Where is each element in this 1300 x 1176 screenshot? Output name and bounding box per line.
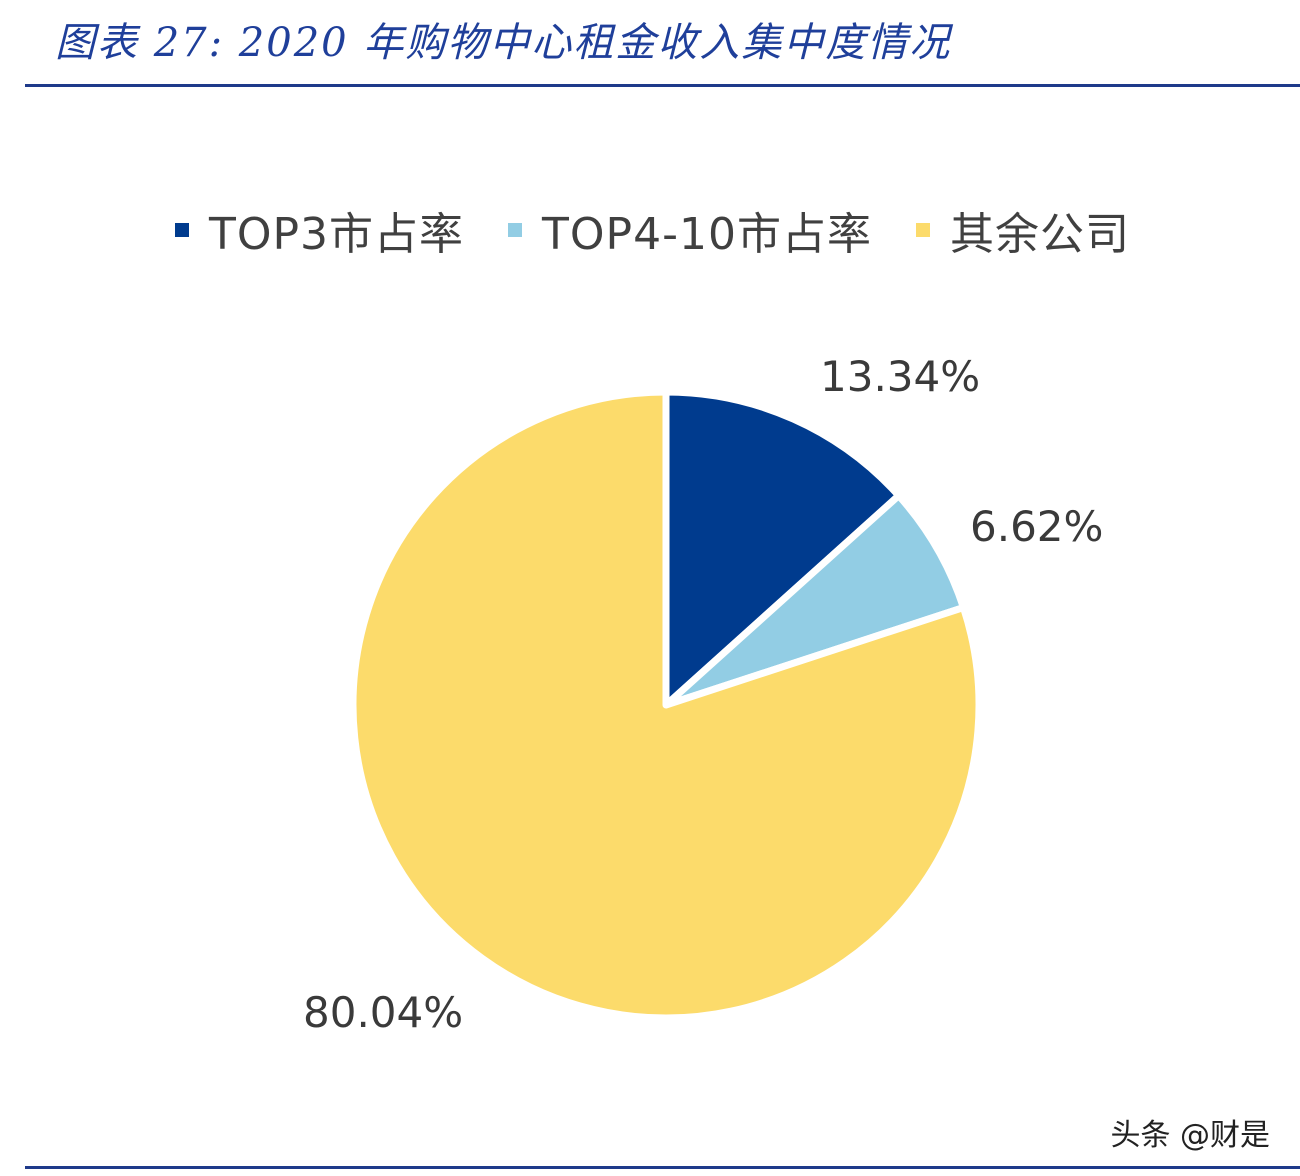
top-divider (25, 84, 1300, 87)
legend-label-top3: TOP3市占率 (209, 209, 465, 260)
legend-swatch-top3 (175, 223, 189, 237)
chart-legend: TOP3市占率 TOP4-10市占率 其余公司 (175, 200, 1130, 260)
watermark-text: 头条 @财是 (1110, 1118, 1270, 1153)
legend-item-others: 其余公司 (915, 198, 1130, 262)
legend-item-top3: TOP3市占率 (175, 198, 464, 262)
legend-label-others: 其余公司 (949, 209, 1130, 260)
bottom-divider (25, 1166, 1300, 1169)
legend-swatch-others (915, 223, 930, 237)
data-label-top4-10: 6.62% (970, 502, 1104, 551)
legend-swatch-top4-10 (508, 223, 523, 237)
data-label-top3: 13.34% (820, 352, 981, 401)
data-label-others: 80.04% (303, 988, 464, 1037)
pie-slice-others (349, 388, 983, 1022)
legend-label-top4-10: TOP4-10市占率 (542, 209, 872, 260)
figure-title: 图表 27: 2020 年购物中心租金收入集中度情况 (55, 20, 952, 66)
legend-item-top4-10: TOP4-10市占率 (508, 198, 872, 262)
pie-slice-top3 (662, 388, 903, 709)
